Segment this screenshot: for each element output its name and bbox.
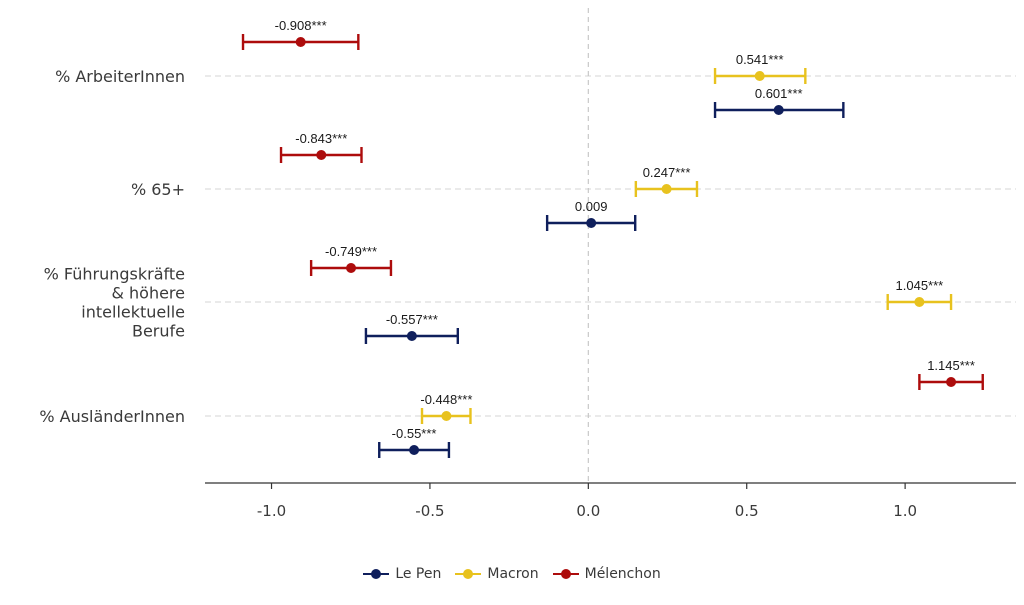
category-label: % AusländerInnen [39,407,185,426]
legend-label: Mélenchon [584,566,661,582]
estimate-point [316,150,327,160]
estimate-point [441,411,452,421]
category-label: Berufe [132,322,185,341]
legend-item-lepen: Le Pen [363,566,441,582]
category-label: & höhere [111,284,185,303]
errorbar-lepen-0: 0.601*** [713,86,845,118]
legend-item-mlenchon: Mélenchon [552,566,661,582]
x-tick-label: -1.0 [257,502,286,520]
data-label: 0.601*** [755,86,803,101]
errorbar-mlenchon-1: -0.843*** [279,131,363,163]
errorbar-lepen-1: 0.009 [545,199,637,231]
errorbar-lepen-3: -0.55*** [378,426,451,458]
legend-label: Le Pen [395,566,442,582]
errorbar-macron-1: 0.247*** [634,165,699,197]
errorbar-macron-2: 1.045*** [886,278,953,310]
x-tick-label: 0.5 [735,502,759,520]
estimate-point [946,377,957,387]
category-label: % 65+ [131,180,185,199]
category-label: % Führungskräfte [44,265,185,284]
estimate-point [409,445,420,455]
errorbar-mlenchon-2: -0.749*** [309,244,393,276]
estimate-point [295,37,306,47]
legend-key [363,567,390,581]
legend-key [552,567,579,581]
errorbar-lepen-2: -0.557*** [364,312,460,344]
data-label: 0.541*** [736,52,784,67]
data-label: 0.247*** [643,165,691,180]
errorbar-mlenchon-0: -0.908*** [241,18,360,50]
data-label: -0.843*** [295,131,347,146]
data-label: -0.908*** [275,18,327,33]
x-axis: -1.0 -0.5 0.0 0.5 1.0 [205,482,1016,520]
data-label: -0.557*** [386,312,438,327]
errorbar-macron-3: -0.448*** [420,392,472,424]
estimate-point [586,218,597,228]
data-label: 0.009 [575,199,608,214]
estimate-point [346,263,357,273]
data-label: 1.145*** [927,358,975,373]
x-tick-label: 1.0 [893,502,917,520]
data-label: -0.55*** [392,426,437,441]
data-label: -0.749*** [325,244,377,259]
errorbar-mlenchon-3: 1.145*** [918,358,984,390]
estimate-point [754,71,765,81]
legend-label: Macron [487,566,539,582]
estimate-point [661,184,672,194]
errorbar-macron-0: 0.541*** [713,52,807,84]
estimate-point [773,105,784,115]
error-bars: 0.601*** 0.009 -0.557*** -0.55*** 0.541*** 0.… [241,18,984,458]
legend-key [455,567,482,581]
category-label: % ArbeiterInnen [55,67,185,86]
data-label: 1.045*** [896,278,944,293]
category-labels: % ArbeiterInnen % 65+ % Führungskräfte& hö… [39,67,185,426]
x-tick-label: 0.0 [576,502,600,520]
data-label: -0.448*** [420,392,472,407]
legend: Le Pen Macron Mélenchon [0,566,1024,582]
grid-layer [205,8,1016,483]
category-label: intellektuelle [81,303,185,322]
estimate-point [914,297,925,307]
estimate-point [406,331,417,341]
legend-item-macron: Macron [455,566,539,582]
x-tick-label: -0.5 [415,502,444,520]
